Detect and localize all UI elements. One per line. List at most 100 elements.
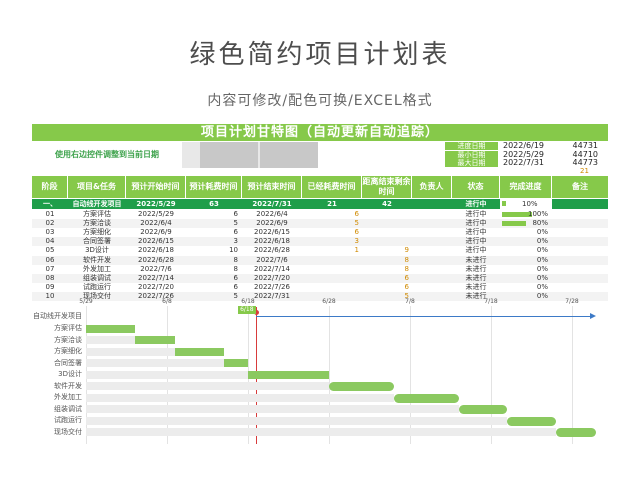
cell-spent: 6 [354,228,359,237]
table-row[interactable]: 02 方案洽谈 2022/6/4 5 2022/6/9 5 进行中 80% [32,219,608,229]
gantt-track [86,416,508,425]
today-tag: 6/18 [238,306,256,314]
gantt-task-label: 现场交付 [54,427,82,436]
cell-days: 6 [233,282,238,291]
gantt-date-tick: 7/28 [565,298,579,305]
cell-end: 2022/7/6 [256,255,288,264]
cell-progress: 0% [500,274,552,283]
cell-remain [362,237,409,246]
project-row[interactable]: 一、 自动线开发项目 2022/5/29 63 2022/7/31 21 42 … [32,199,608,209]
gantt-track [86,347,176,356]
table-row[interactable]: 03 方案细化 2022/6/9 6 2022/6/15 6 进行中 0% [32,228,608,237]
cell-end: 2022/7/14 [254,264,290,273]
col-stage: 阶段 [32,176,68,198]
gantt-bar[interactable] [393,393,459,403]
cell-status: 进行中 [465,219,487,228]
cell-days: 5 [233,291,238,300]
cell-progress: 0% [500,283,552,292]
progress-label: 0% [536,255,548,264]
cell-start: 2022/7/20 [138,282,174,291]
gantt-bar[interactable] [329,382,394,391]
col-end: 预计结束时间 [242,176,302,198]
cell-remain: 9 [404,246,409,255]
cell-spent [302,274,359,283]
cell-status: 未进行 [465,255,487,264]
cell-days: 6 [233,210,238,218]
col-task: 项目&任务 [68,176,126,198]
gantt-task-label: 方案评估 [54,324,82,332]
cell-start: 2022/6/9 [140,228,172,237]
cell-remain: 6 [404,273,409,282]
date-info-panel: 进度日期 2022/6/19 44731 最小日期 2022/5/29 4471… [445,141,608,168]
info-key: 最小日期 [445,150,498,159]
col-note: 备注 [572,182,588,191]
table-row[interactable]: 01 方案评估 2022/5/29 6 2022/6/4 6 进行中 100% [32,210,608,219]
cell-start: 2022/6/28 [138,255,174,264]
cell-task: 外发加工 [83,264,111,273]
gantt-bar[interactable] [555,428,597,437]
gantt-task-label: 合同签署 [54,358,82,367]
table-row[interactable]: 10 现场交付 2022/7/26 5 2022/7/31 5 未进行 0% [32,291,608,301]
cell-task: 3D设计 [85,246,109,255]
table-row[interactable]: 09 试跑运行 2022/7/20 6 2022/7/26 6 未进行 0% [32,283,608,292]
gantt-bar[interactable] [248,370,329,379]
cell-spent [302,256,359,265]
cell-stage: 一、 [43,200,57,208]
gantt-project-label: 自动线开发项目 [33,312,82,320]
gantt-gridline [410,306,411,444]
gantt-gridline [329,306,330,444]
cell-task: 自动线开发项目 [72,200,122,208]
cell-progress: 80% [500,219,552,228]
gantt-date-tick: 6/18 [241,298,255,305]
cell-spent: 6 [354,210,359,218]
gantt-bar[interactable] [458,405,508,414]
table-row[interactable]: 06 软件开发 2022/6/28 8 2022/7/6 8 未进行 0% [32,255,608,265]
cell-task: 方案评估 [83,210,111,218]
cell-days: 8 [233,264,238,273]
cell-progress: 10% [500,199,552,209]
gantt-bar[interactable] [507,416,556,426]
gantt-track [86,428,556,436]
gantt-chart: 5/29 6/8 6/18 6/28 7/8 7/18 7/28 6/18 自动线开发项目 方… [32,298,608,474]
cell-stage: 05 [45,246,55,255]
cell-start: 2022/7/6 [140,264,172,273]
info-days: 21 [580,167,589,175]
date-slider-track[interactable] [260,142,318,168]
cell-end: 2022/7/20 [254,273,290,282]
cell-task: 方案洽谈 [83,219,111,228]
progress-label: 100% [527,210,548,218]
cell-stage: 02 [45,219,55,228]
gantt-date-tick: 7/8 [405,298,415,305]
sheet-banner: 项目计划甘特图（自动更新自动追踪） [32,124,608,141]
gantt-date-tick: 6/28 [322,298,336,305]
table-row[interactable]: 07 外发加工 2022/7/6 8 2022/7/14 8 未进行 0% [32,265,608,274]
date-slider-thumb[interactable] [200,142,258,168]
col-start: 预计开始时间 [126,176,186,198]
cell-start: 2022/5/29 [138,210,174,218]
cell-stage: 03 [45,228,55,237]
cell-stage: 06 [45,255,55,264]
col-remain: 距离结束剩余时间 [362,176,412,198]
cell-spent: 3 [354,237,359,246]
info-row-min-date: 最小日期 2022/5/29 44710 [445,149,608,160]
table-row[interactable]: 04 合同签署 2022/6/15 3 2022/6/18 3 进行中 0% [32,237,608,247]
gantt-bar[interactable] [86,324,135,333]
cell-days: 8 [233,255,238,264]
gantt-bar[interactable] [134,336,176,344]
cell-end: 2022/6/4 [256,210,288,218]
gantt-bar[interactable] [175,347,224,356]
scroll-left-area[interactable] [182,142,200,168]
cell-end: 2022/7/31 [254,291,290,300]
table-row[interactable]: 08 组装调试 2022/7/14 6 2022/7/20 6 未进行 0% [32,273,608,283]
cell-stage: 08 [45,273,55,282]
cell-start: 2022/6/4 [140,219,172,228]
gantt-track [86,382,329,390]
gantt-gridline [491,306,492,444]
gantt-bar[interactable] [223,359,248,367]
info-number: 44710 [572,149,598,159]
cell-status: 进行中 [465,237,487,246]
cell-days: 6 [233,228,238,237]
table-row[interactable]: 05 3D设计 2022/6/18 10 2022/6/28 1 9 进行中 0% [32,246,608,255]
info-row-progress-date: 进度日期 2022/6/19 44731 [445,141,608,151]
cell-stage: 04 [45,237,55,246]
